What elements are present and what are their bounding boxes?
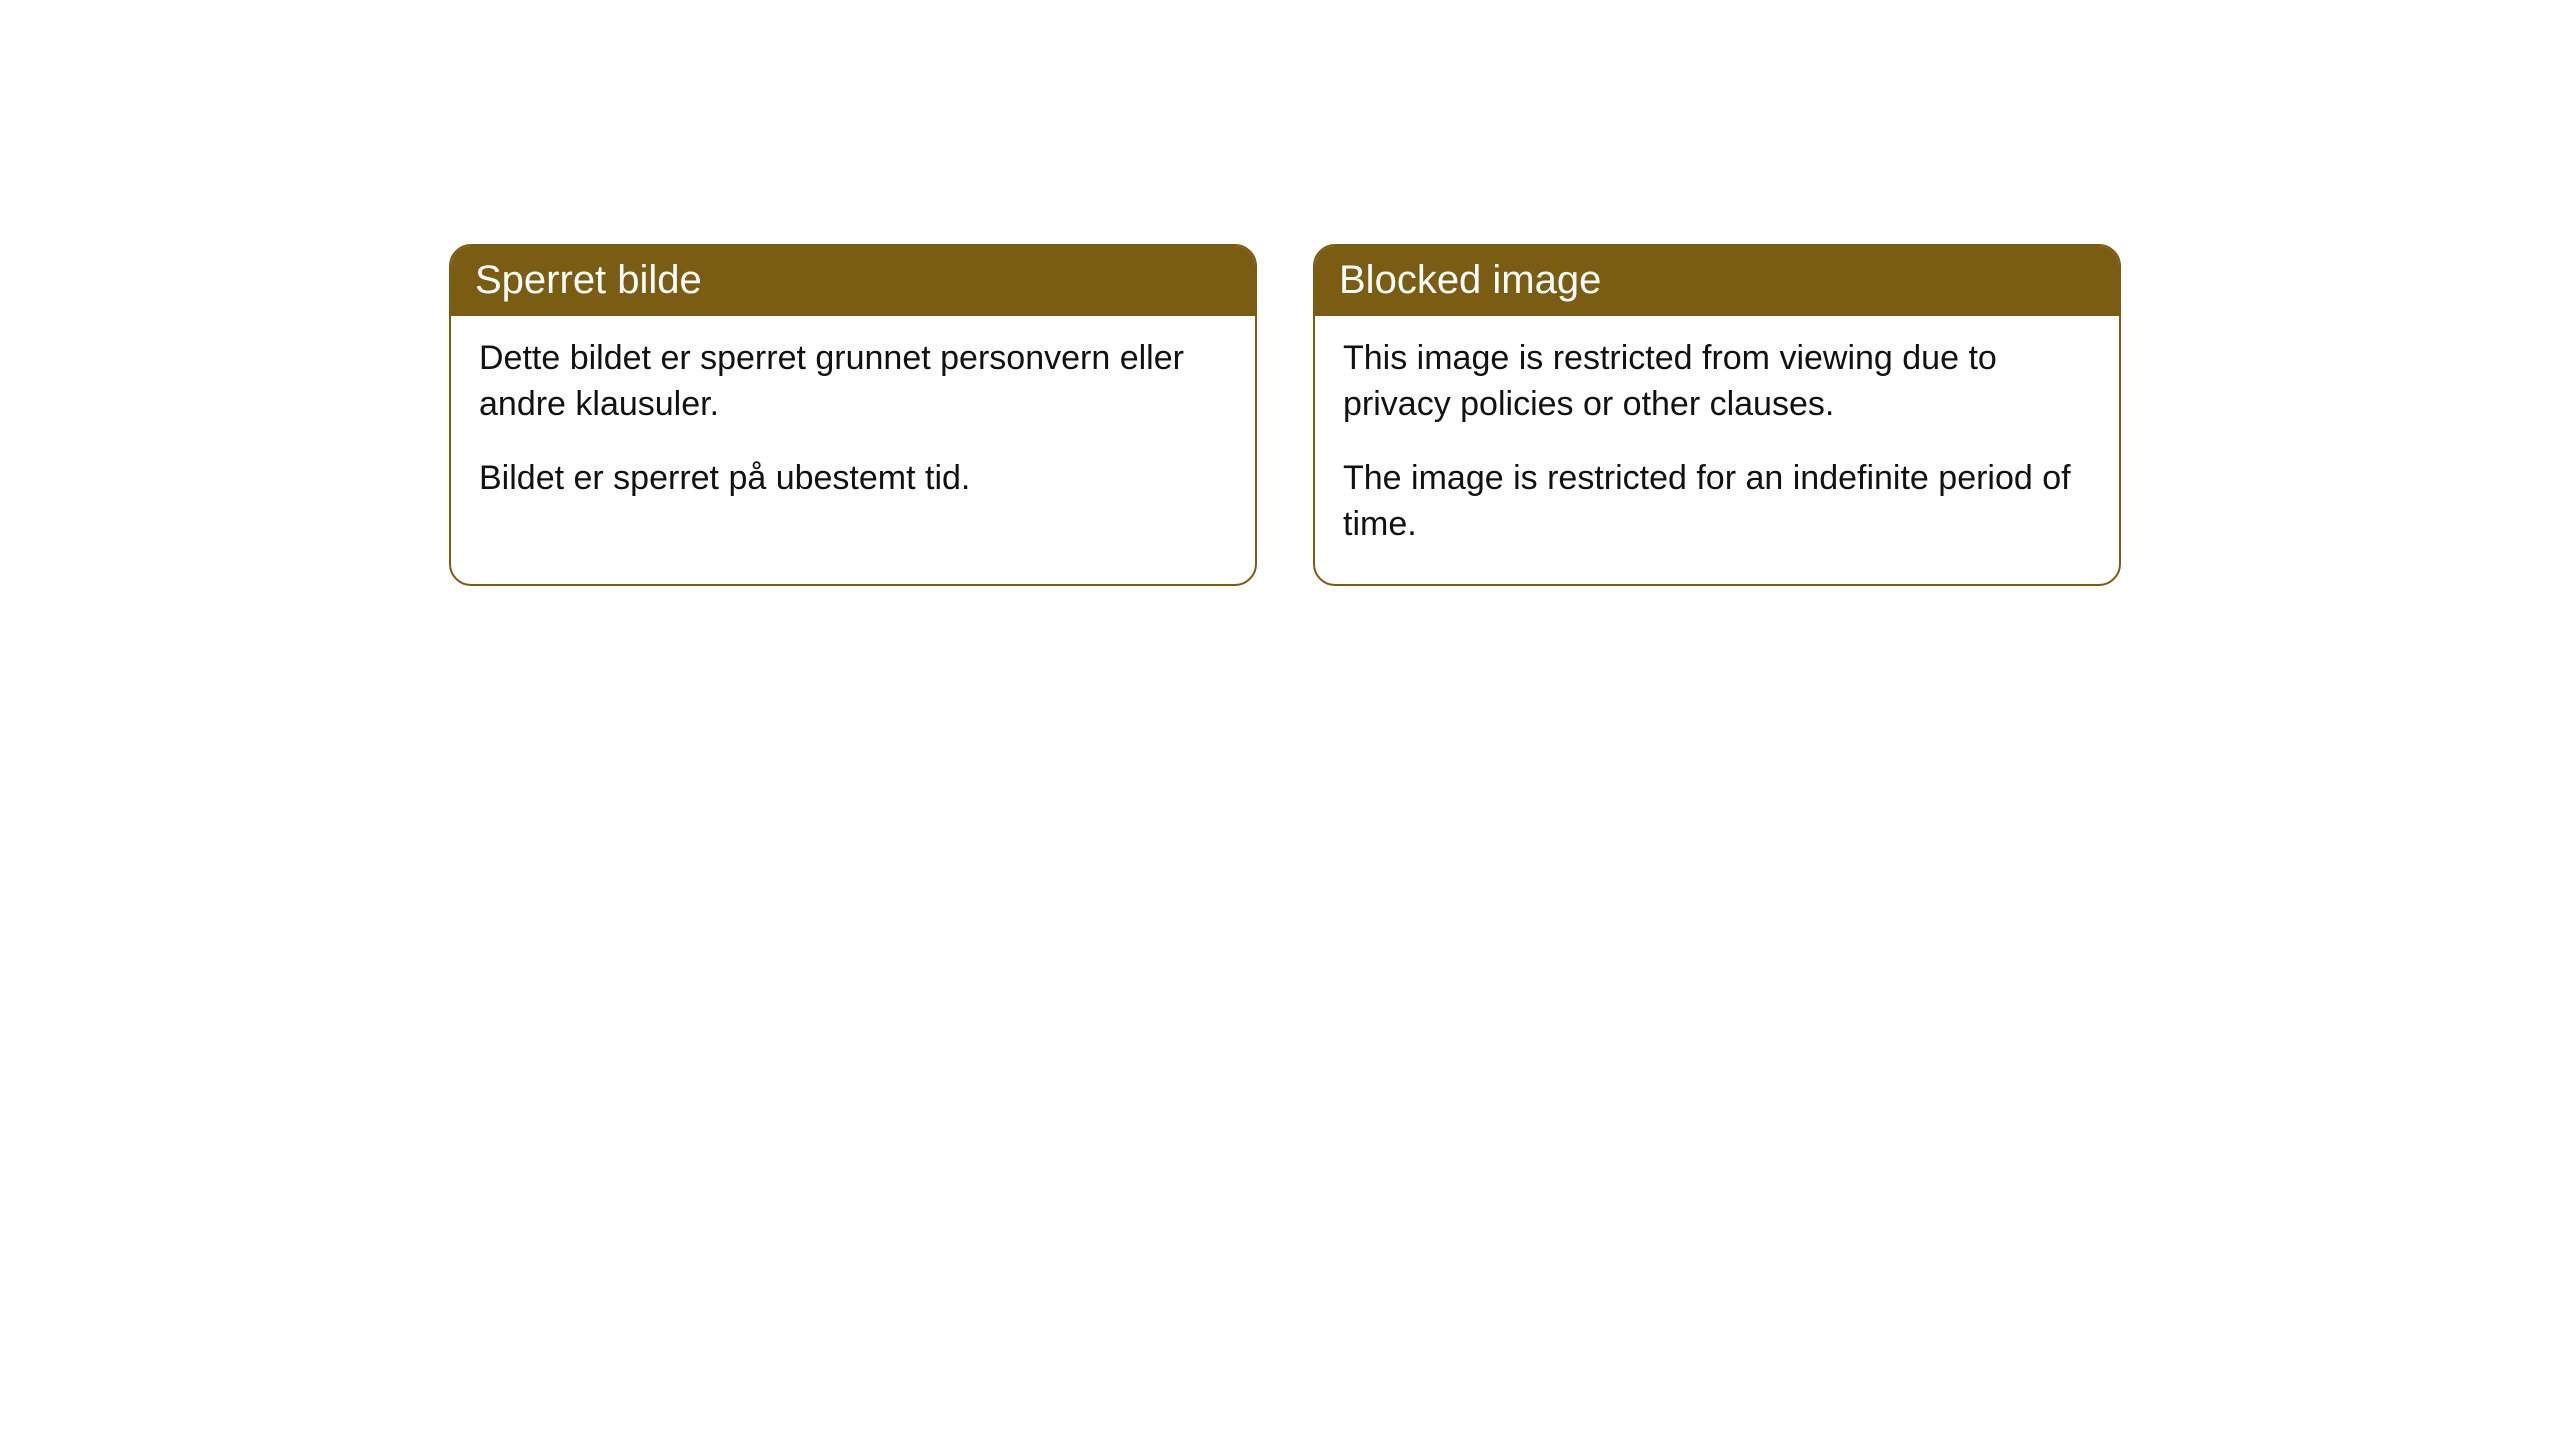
card-header-no: Sperret bilde — [451, 246, 1255, 316]
blocked-image-card-no: Sperret bilde Dette bildet er sperret gr… — [449, 244, 1257, 586]
notice-card-container: Sperret bilde Dette bildet er sperret gr… — [0, 0, 2560, 586]
card-body-en: This image is restricted from viewing du… — [1315, 316, 2119, 584]
card-body-no: Dette bildet er sperret grunnet personve… — [451, 316, 1255, 538]
card-paragraph-en-2: The image is restricted for an indefinit… — [1343, 456, 2091, 548]
card-header-en: Blocked image — [1315, 246, 2119, 316]
card-paragraph-no-1: Dette bildet er sperret grunnet personve… — [479, 336, 1227, 428]
card-paragraph-en-1: This image is restricted from viewing du… — [1343, 336, 2091, 428]
blocked-image-card-en: Blocked image This image is restricted f… — [1313, 244, 2121, 586]
card-paragraph-no-2: Bildet er sperret på ubestemt tid. — [479, 456, 1227, 502]
